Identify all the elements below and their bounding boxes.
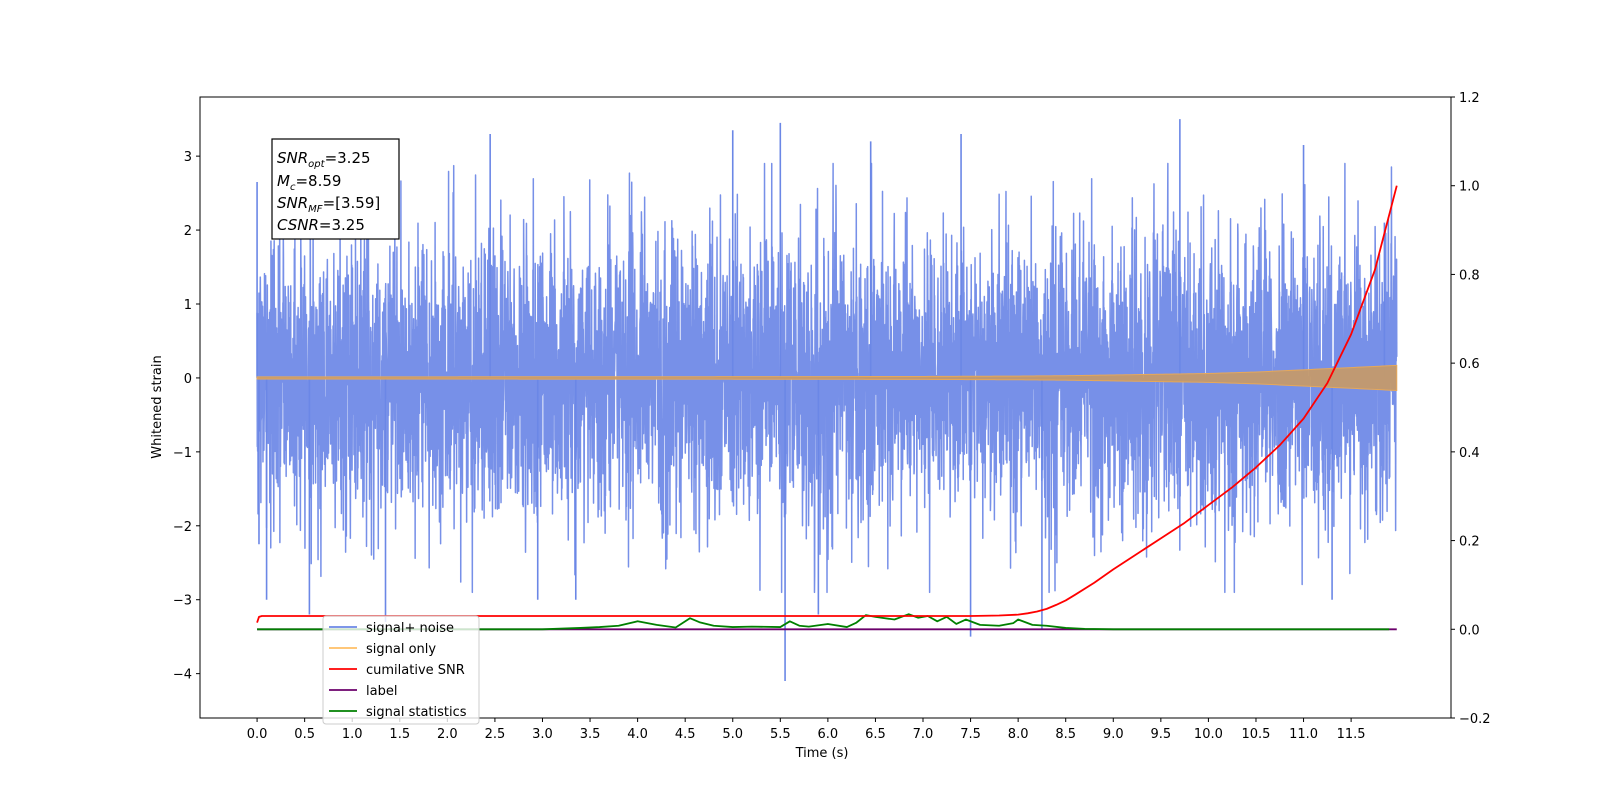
annotation-mc: Mc=8.59 bbox=[277, 172, 341, 193]
series-signal-only bbox=[256, 364, 1398, 392]
y-tick-label: 0 bbox=[184, 372, 192, 387]
y-tick-label: 1 bbox=[184, 298, 192, 313]
annotation-box: SNRopt=3.25 Mc=8.59 SNRMF=[3.59] CSNR=3.… bbox=[271, 138, 400, 240]
x-tick-label: 2.0 bbox=[437, 727, 458, 742]
x-tick-label: 5.0 bbox=[722, 727, 743, 742]
x-tick-label: 11.0 bbox=[1289, 727, 1318, 742]
x-tick-label: 3.5 bbox=[580, 727, 601, 742]
x-tick-label: 5.5 bbox=[770, 727, 791, 742]
y-tick-label: 2 bbox=[184, 224, 192, 239]
x-axis-label: Time (s) bbox=[795, 746, 849, 761]
annotation-snr-mf: SNRMF=[3.59] bbox=[277, 194, 380, 215]
plot-area bbox=[256, 119, 1398, 682]
y-axis-label: Whitened strain bbox=[150, 355, 165, 458]
x-tick-label: 8.5 bbox=[1055, 727, 1076, 742]
y2-tick-label: 0.6 bbox=[1459, 357, 1480, 372]
x-tick-label: 0.0 bbox=[247, 727, 268, 742]
y-tick-label: −2 bbox=[173, 520, 192, 535]
y-tick-label: −3 bbox=[173, 594, 192, 609]
annotation-frame bbox=[271, 138, 400, 240]
y2-tick-label: 0.8 bbox=[1459, 268, 1480, 283]
series-signal-noise bbox=[256, 162, 1398, 594]
x-tick-label: 11.5 bbox=[1337, 727, 1366, 742]
axes: 0.0 0.5 1.0 1.5 2.0 2.5 3.0 3.5 4.0 4.5 5.0 5.5 6.0 6… bbox=[173, 91, 1491, 742]
plot-frame bbox=[199, 96, 1452, 719]
annotation-snr-opt: SNRopt=3.25 bbox=[277, 149, 371, 170]
y2-tick-label: 1.0 bbox=[1459, 180, 1480, 195]
x-tick-label: 1.5 bbox=[389, 727, 410, 742]
series-cumulative-snr bbox=[256, 185, 1398, 623]
y-tick-label: −1 bbox=[173, 446, 192, 461]
y2-tick-label: 0.0 bbox=[1459, 623, 1480, 638]
x-tick-label: 4.5 bbox=[675, 727, 696, 742]
legend-label: cumilative SNR bbox=[366, 663, 465, 678]
x-tick-label: 2.5 bbox=[485, 727, 506, 742]
legend-frame bbox=[322, 615, 480, 725]
y2-tick-label: 1.2 bbox=[1459, 91, 1480, 106]
x-tick-label: 10.0 bbox=[1194, 727, 1223, 742]
x-tick-label: 4.0 bbox=[627, 727, 648, 742]
x-tick-label: 3.0 bbox=[532, 727, 553, 742]
legend-label: signal+ noise bbox=[366, 621, 454, 636]
legend-label: signal only bbox=[366, 642, 436, 657]
x-tick-label: 1.0 bbox=[342, 727, 363, 742]
y2-tick-label: 0.2 bbox=[1459, 535, 1480, 550]
annotation-csnr: CSNR=3.25 bbox=[277, 216, 365, 234]
y2-tick-label: 0.4 bbox=[1459, 446, 1480, 461]
x-tick-label: 10.5 bbox=[1242, 727, 1271, 742]
y2-tick-label: −0.2 bbox=[1459, 712, 1491, 727]
legend-label: label bbox=[366, 684, 397, 699]
y-tick-label: 3 bbox=[184, 150, 192, 165]
legend-label: signal statistics bbox=[366, 705, 467, 720]
x-tick-label: 0.5 bbox=[294, 727, 315, 742]
x-tick-label: 9.5 bbox=[1151, 727, 1172, 742]
x-tick-label: 6.0 bbox=[818, 727, 839, 742]
x-tick-label: 7.0 bbox=[913, 727, 934, 742]
x-tick-label: 7.5 bbox=[960, 727, 981, 742]
legend: signal+ noise signal only cumilative SNR la… bbox=[322, 615, 480, 725]
y-tick-label: −4 bbox=[173, 668, 192, 683]
x-tick-label: 6.5 bbox=[865, 727, 886, 742]
x-tick-label: 8.0 bbox=[1008, 727, 1029, 742]
x-tick-label: 9.0 bbox=[1103, 727, 1124, 742]
